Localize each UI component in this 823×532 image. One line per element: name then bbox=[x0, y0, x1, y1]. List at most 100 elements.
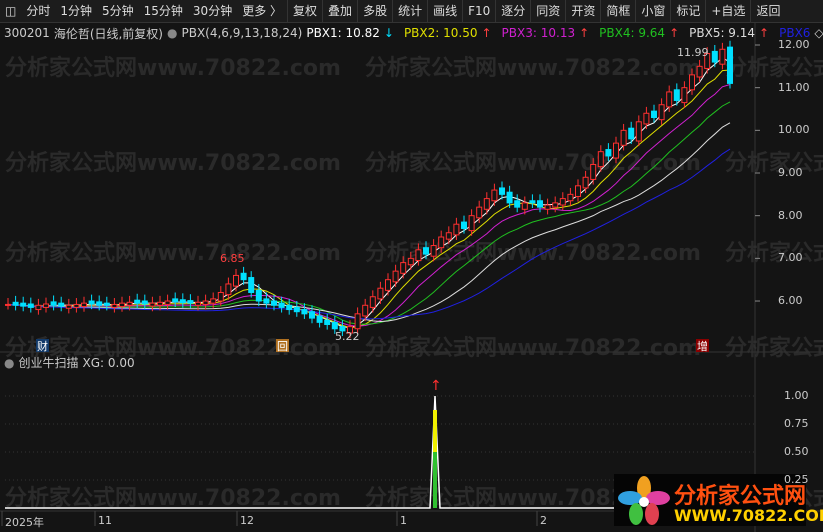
candle bbox=[149, 302, 156, 307]
watermark-text: 分析家公式网www.70822.com bbox=[365, 56, 701, 81]
candle bbox=[415, 249, 422, 261]
candle bbox=[202, 300, 209, 305]
x-tick-label: 1 bbox=[400, 514, 407, 527]
trend-arrow-icon: ↑ bbox=[669, 26, 680, 40]
candle bbox=[468, 215, 475, 232]
toolbar-item[interactable]: 15分钟 bbox=[143, 3, 183, 18]
candle bbox=[597, 151, 604, 168]
candle bbox=[635, 121, 642, 142]
x-tick-label: 11 bbox=[98, 514, 112, 527]
xg-bar-yellow bbox=[433, 410, 437, 452]
toolbar-item[interactable]: F10 bbox=[462, 0, 495, 23]
candle bbox=[339, 326, 346, 332]
toolbar-item[interactable]: 同资 bbox=[530, 0, 565, 23]
info-bar: 300201 海伦哲(日线,前复权) ● PBX(4,6,9,13,18,24)… bbox=[0, 23, 823, 43]
candle bbox=[666, 91, 673, 108]
toolbar-item[interactable]: 小窗 bbox=[635, 0, 670, 23]
candle bbox=[537, 200, 543, 208]
dropdown-icon[interactable]: ● bbox=[4, 355, 15, 370]
y-tick-label: 11.00 bbox=[778, 80, 810, 94]
toolbar-item[interactable]: 5分钟 bbox=[102, 3, 134, 18]
signal-arrow-icon: ↑ bbox=[430, 378, 442, 394]
trend-arrow-icon: ◇ bbox=[814, 26, 823, 40]
high-label: 6.85 bbox=[220, 252, 245, 265]
candle bbox=[727, 46, 733, 84]
toolbar-item[interactable]: 逐分 bbox=[495, 0, 530, 23]
candle bbox=[119, 302, 125, 308]
y-tick-label: 6.00 bbox=[778, 294, 803, 308]
candle bbox=[643, 112, 650, 125]
candle bbox=[27, 303, 34, 308]
toolbar-item[interactable]: 开资 bbox=[565, 0, 600, 23]
watermark-text: 分析家公式网www.70822.com bbox=[725, 241, 823, 266]
y-tick-label: 7.00 bbox=[778, 251, 803, 265]
watermark-text: 分析家公式网www.70822.com bbox=[725, 151, 823, 176]
y-tick-label: 12.00 bbox=[778, 38, 810, 51]
toolbar-item[interactable]: 更多 〉 bbox=[242, 3, 283, 18]
candle bbox=[164, 300, 171, 305]
candle bbox=[271, 300, 277, 306]
pbx-value: PBX6 bbox=[779, 26, 811, 40]
pbx-value: PBX3: 10.13 bbox=[501, 26, 576, 40]
toolbar-item[interactable]: 复权 bbox=[287, 0, 322, 23]
panel-toggle-icon[interactable]: ◫ bbox=[5, 3, 17, 18]
toolbar-item[interactable]: 标记 bbox=[670, 0, 705, 23]
candle bbox=[43, 303, 49, 308]
candle bbox=[225, 283, 232, 296]
toolbar-item[interactable]: 返回 bbox=[750, 0, 785, 23]
toolbar-item[interactable]: 分时 bbox=[26, 3, 51, 18]
y-tick-label: 1.00 bbox=[784, 389, 809, 402]
candle bbox=[73, 303, 80, 308]
pbx-line bbox=[7, 101, 731, 325]
watermark-text: 分析家公式网www.70822.com bbox=[5, 56, 341, 81]
toolbar-item[interactable]: 1分钟 bbox=[60, 3, 92, 18]
candle bbox=[126, 301, 133, 306]
candle bbox=[369, 296, 376, 308]
toolbar: ◫ 分时 1分钟 5分钟 15分钟 30分钟 更多 〉复权 叠加 多股 统计 画线 F10 逐分 同资开… bbox=[0, 0, 823, 23]
candle bbox=[248, 277, 255, 293]
candle bbox=[96, 301, 103, 306]
candle bbox=[309, 311, 315, 319]
candle bbox=[620, 129, 627, 146]
trend-arrow-icon: ↑ bbox=[481, 26, 492, 40]
candle bbox=[134, 299, 141, 304]
candle bbox=[377, 287, 384, 300]
candle bbox=[400, 262, 407, 274]
candle bbox=[613, 142, 619, 159]
candle bbox=[354, 313, 361, 330]
candle bbox=[210, 298, 217, 304]
toolbar-item[interactable]: 多股 bbox=[357, 0, 392, 23]
indicator-name[interactable]: PBX(4,6,9,13,18,24) bbox=[181, 26, 303, 40]
watermark-text: 分析家公式网www.70822.com bbox=[5, 486, 341, 511]
candle bbox=[278, 302, 285, 308]
candle bbox=[681, 87, 688, 104]
stock-name: 海伦哲(日线,前复权) bbox=[53, 26, 163, 41]
candle bbox=[544, 204, 551, 210]
candle bbox=[423, 247, 429, 255]
candle bbox=[430, 245, 437, 257]
toolbar-item[interactable]: 简框 bbox=[600, 0, 635, 23]
watermark-text: 分析家公式网www.70822.com bbox=[725, 336, 823, 361]
candle bbox=[605, 149, 612, 157]
trend-arrow-icon: ↑ bbox=[759, 26, 770, 40]
candle bbox=[689, 74, 695, 91]
toolbar-item[interactable]: 叠加 bbox=[322, 0, 357, 23]
candle bbox=[651, 110, 657, 119]
toolbar-item[interactable]: 画线 bbox=[427, 0, 462, 23]
candle bbox=[453, 223, 460, 236]
indicator-dropdown-icon[interactable]: ● bbox=[167, 26, 178, 40]
candle bbox=[559, 198, 566, 206]
toolbar-item[interactable]: +自选 bbox=[705, 0, 750, 23]
toolbar-item[interactable]: 统计 bbox=[392, 0, 427, 23]
candle bbox=[263, 298, 270, 304]
pbx-line bbox=[7, 148, 731, 320]
candle bbox=[506, 191, 513, 204]
toolbar-item[interactable]: 30分钟 bbox=[192, 3, 233, 18]
candle bbox=[347, 326, 353, 334]
pbx-value: PBX2: 10.50 bbox=[403, 26, 478, 40]
candle bbox=[461, 221, 467, 229]
marker-box bbox=[276, 339, 289, 352]
marker-box bbox=[36, 339, 49, 352]
trend-arrow-icon: ↓ bbox=[383, 26, 394, 40]
candle bbox=[50, 301, 57, 306]
